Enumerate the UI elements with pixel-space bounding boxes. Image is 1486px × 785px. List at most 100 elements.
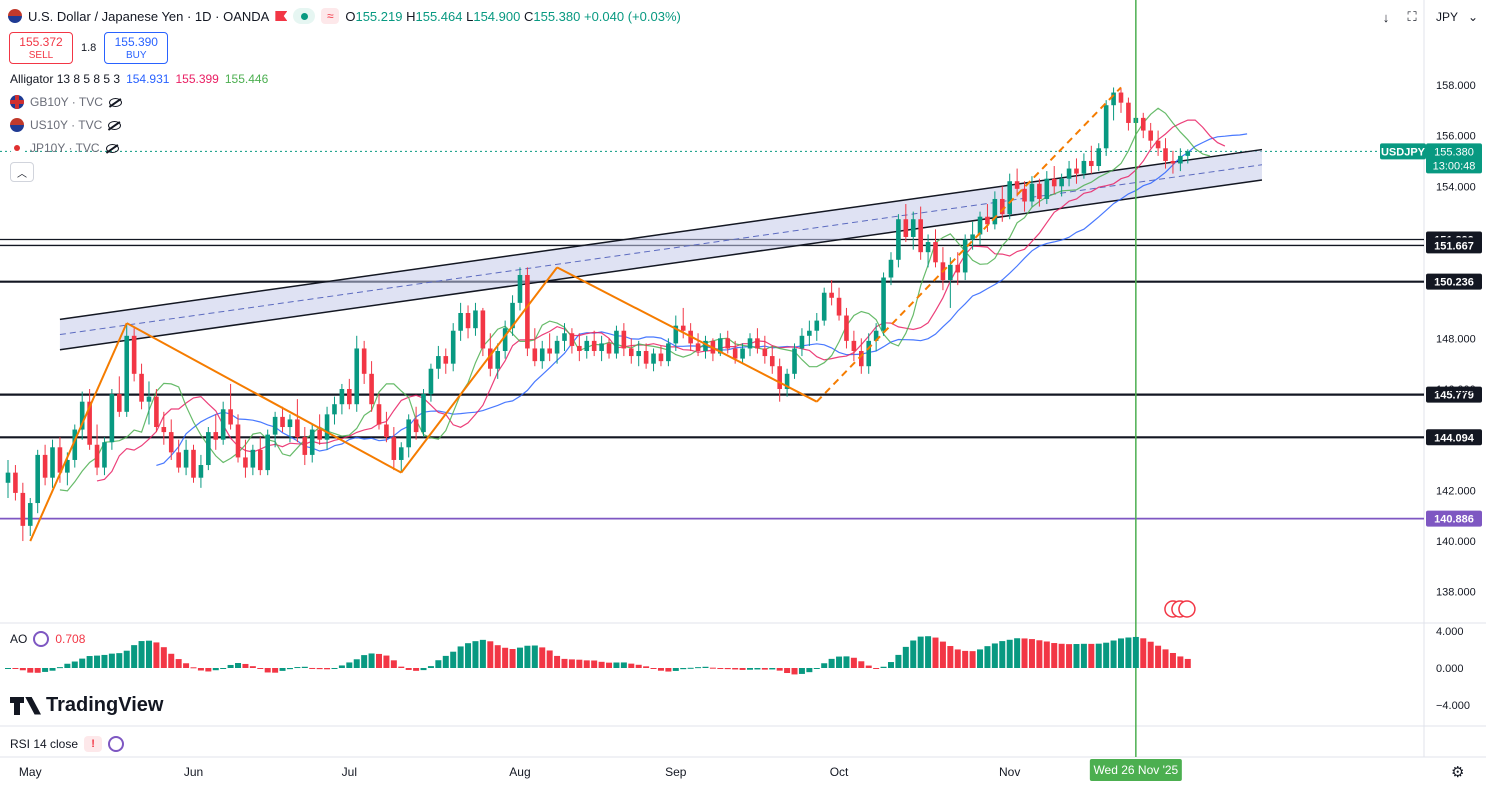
ao-bar bbox=[546, 650, 553, 668]
ao-bar bbox=[561, 658, 568, 668]
hidden-eye-icon[interactable] bbox=[105, 143, 119, 153]
last-price-label: 155.380 bbox=[1434, 146, 1474, 158]
buy-button[interactable]: 155.390 BUY bbox=[104, 32, 169, 64]
candle-body bbox=[413, 419, 419, 433]
ao-bar bbox=[1184, 658, 1191, 668]
ao-bar bbox=[939, 641, 946, 668]
candle-body bbox=[569, 333, 575, 346]
settings-gear-icon[interactable]: ⚙ bbox=[1451, 764, 1465, 781]
wave-icon[interactable]: ≈ bbox=[321, 8, 340, 24]
trend-channel[interactable] bbox=[59, 148, 1263, 351]
candle-body bbox=[35, 454, 40, 504]
candle-body bbox=[198, 465, 204, 478]
ao-bar bbox=[739, 668, 746, 670]
candle-body bbox=[881, 277, 886, 331]
refresh-icon[interactable] bbox=[108, 736, 125, 752]
candle-body bbox=[191, 449, 196, 478]
sell-button[interactable]: 155.372 SELL bbox=[9, 32, 73, 64]
level-label-bg bbox=[1426, 273, 1482, 290]
candle-body bbox=[1074, 168, 1079, 174]
alligator-legend[interactable]: Alligator 13 8 5 8 5 3 154.931 155.399 1… bbox=[10, 72, 269, 86]
ao-bar bbox=[420, 668, 427, 671]
ao-bar bbox=[539, 647, 546, 668]
ao-bar bbox=[657, 668, 664, 671]
ao-bar bbox=[442, 655, 449, 668]
gb10y-legend[interactable]: GB10Y · TVC bbox=[10, 95, 122, 109]
candle-body bbox=[376, 404, 382, 425]
currency-select[interactable]: JPY ⌄ bbox=[1436, 10, 1478, 24]
hidden-eye-icon[interactable] bbox=[108, 97, 122, 107]
x-tick-label: May bbox=[19, 765, 42, 779]
candle-body bbox=[1096, 148, 1102, 167]
candle-body bbox=[1163, 148, 1168, 161]
jp10y-legend[interactable]: JP10Y · TVC bbox=[10, 141, 119, 155]
candle-body bbox=[384, 424, 389, 438]
candle-body bbox=[1170, 160, 1176, 164]
ao-bar bbox=[405, 668, 412, 670]
ao-bar bbox=[902, 646, 909, 668]
candle-body bbox=[933, 242, 938, 263]
candle-body bbox=[1118, 92, 1124, 103]
x-tick-label: Sep bbox=[665, 765, 687, 779]
horizontal-levels[interactable]: 151.899151.667150.236145.779144.094140.8… bbox=[0, 143, 1482, 527]
ao-bar bbox=[131, 645, 138, 668]
level-label-bg bbox=[1426, 429, 1482, 446]
candle-body bbox=[243, 457, 248, 468]
ao-bar bbox=[1006, 639, 1013, 668]
candle-body bbox=[651, 353, 656, 364]
flag-tag-icon[interactable] bbox=[275, 11, 288, 21]
refresh-icon[interactable] bbox=[33, 631, 50, 647]
candle-body bbox=[658, 353, 664, 362]
ao-legend[interactable]: AO 0.708 bbox=[10, 631, 86, 647]
hidden-eye-icon[interactable] bbox=[108, 120, 122, 130]
us10y-legend[interactable]: US10Y · TVC bbox=[10, 118, 122, 132]
ao-bar bbox=[620, 662, 627, 668]
candle-body bbox=[977, 216, 983, 235]
candle-body bbox=[948, 264, 953, 281]
warning-icon[interactable]: ! bbox=[84, 736, 103, 752]
symbol-title[interactable]: U.S. Dollar / Japanese Yen · 1D · OANDA bbox=[28, 8, 270, 24]
collapse-legend-button[interactable]: ︿ bbox=[10, 162, 34, 182]
ao-bar bbox=[1058, 643, 1065, 668]
ao-bar bbox=[1080, 643, 1087, 668]
download-icon[interactable]: ↓ bbox=[1382, 9, 1390, 25]
candle-body bbox=[873, 330, 879, 341]
ao-bar bbox=[101, 654, 108, 668]
level-label: 144.094 bbox=[1434, 432, 1475, 444]
ao-bar bbox=[1147, 641, 1154, 668]
candle-body bbox=[747, 338, 753, 349]
ao-bar bbox=[754, 668, 761, 670]
candle-body bbox=[406, 419, 411, 448]
ao-bar bbox=[346, 662, 353, 668]
level-label: 145.779 bbox=[1434, 390, 1474, 402]
ao-bar bbox=[398, 666, 405, 668]
symbol-legend[interactable]: U.S. Dollar / Japanese Yen · 1D · OANDA … bbox=[8, 8, 681, 24]
ao-bar bbox=[34, 668, 41, 673]
ao-bar bbox=[1162, 649, 1169, 668]
ao-bar bbox=[858, 661, 865, 668]
ao-bar bbox=[309, 667, 316, 669]
rsi-legend[interactable]: RSI 14 close ! bbox=[10, 736, 125, 752]
crosshair: Wed 26 Nov '25 bbox=[1089, 0, 1196, 781]
ao-bar bbox=[865, 665, 872, 668]
candle-body bbox=[680, 325, 686, 331]
candle-body bbox=[1103, 105, 1109, 149]
ao-bar bbox=[324, 668, 331, 670]
x-tick-label: Jul bbox=[342, 765, 357, 779]
ao-bar bbox=[873, 667, 880, 669]
candle-body bbox=[168, 432, 174, 453]
candle-body bbox=[124, 335, 130, 412]
us-flag-icon bbox=[10, 118, 24, 132]
ao-bar bbox=[643, 666, 650, 668]
zigzag-pattern[interactable] bbox=[29, 86, 1122, 542]
candle-body bbox=[703, 340, 708, 352]
candle-body bbox=[421, 394, 426, 433]
ao-bar bbox=[1036, 640, 1043, 668]
ao-bar bbox=[27, 668, 34, 673]
ao-bar bbox=[5, 668, 11, 669]
ao-bar bbox=[1088, 643, 1095, 668]
fullscreen-icon[interactable]: ⛶ bbox=[1407, 9, 1417, 24]
tradingview-logo[interactable]: TradingView bbox=[10, 694, 163, 717]
candle-body bbox=[324, 414, 330, 440]
